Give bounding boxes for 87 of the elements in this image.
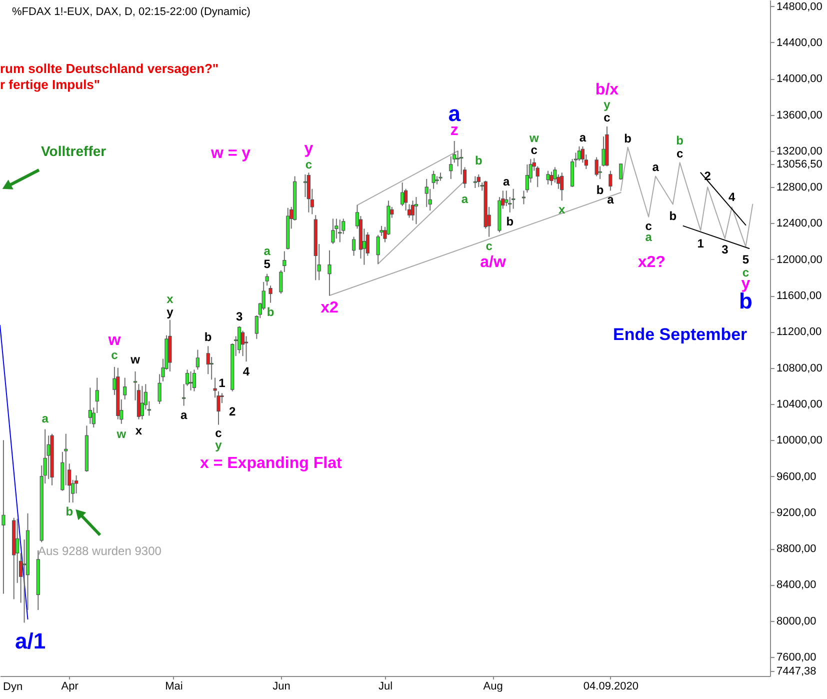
y-tick-label: 11200,00 — [776, 326, 822, 338]
annotation: rum sollte Deutschland versagen?" — [0, 61, 219, 76]
annotation: c — [486, 238, 493, 253]
x-tick-label: Aug — [483, 680, 503, 692]
annotation: y — [604, 98, 611, 112]
y-tick-label: 12000,00 — [776, 254, 822, 266]
text: Dyn — [3, 681, 23, 693]
text: %FDAX 1!-EUX, DAX, D, 02:15-22:00 (Dynamic) — [12, 6, 250, 18]
annotation: a/w — [480, 254, 506, 271]
y-tick-label: 14000,00 — [776, 73, 822, 86]
annotation: Aus 9288 wurden 9300 — [38, 544, 162, 558]
y-tick-label: 12800,00 — [776, 182, 822, 194]
annotation: Volltreffer — [41, 143, 107, 159]
annotation: b — [474, 153, 482, 168]
y-tick-label: 14800,00 — [776, 0, 822, 13]
y-tick-label: 8800,00 — [776, 543, 816, 556]
annotation: b — [669, 209, 677, 224]
annotation: Ende September — [613, 325, 748, 344]
annotation: b — [624, 131, 632, 146]
annotation: c — [111, 348, 118, 362]
annotation: x — [166, 292, 174, 306]
annotation: 2 — [229, 404, 236, 418]
annotation: 5 — [742, 252, 750, 267]
annotation: 4 — [728, 190, 736, 204]
y-tick-label: 9600,00 — [776, 470, 816, 483]
x-tick-label: Jun — [272, 680, 290, 692]
annotation: w — [528, 131, 540, 146]
annotation: x — [135, 423, 142, 438]
annotation: a — [652, 160, 660, 174]
annotation: x — [558, 202, 566, 217]
annotation: 3 — [722, 242, 729, 257]
y-tick-label: 13056,50 — [776, 158, 822, 170]
annotation: a — [264, 244, 271, 258]
annotation: a — [503, 174, 510, 189]
annotation: 3 — [236, 309, 243, 324]
annotation: 4 — [242, 364, 250, 378]
x-tick-label: 04.09.2020 — [583, 680, 638, 692]
x-tick-label: Mai — [165, 680, 183, 692]
y-tick-label: 13200,00 — [776, 145, 822, 158]
annotation: b — [676, 134, 684, 148]
annotation: c — [742, 266, 750, 280]
y-tick-label: 7600,00 — [776, 652, 816, 664]
y-tick-label: 11600,00 — [776, 290, 822, 302]
y-tick-label: 8400,00 — [776, 579, 816, 592]
annotation: a — [579, 130, 586, 144]
y-tick-label: 10400,00 — [776, 398, 822, 410]
annotation: b — [204, 330, 212, 344]
annotation: b — [266, 304, 274, 319]
annotation: r fertige Impuls" — [0, 77, 100, 92]
annotation: x = Expanding Flat — [200, 455, 342, 472]
annotation: a — [42, 411, 49, 426]
annotation: a/1 — [14, 628, 46, 654]
annotation: c — [215, 426, 222, 440]
annotation: a — [607, 192, 614, 207]
y-tick-label: 12400,00 — [776, 218, 822, 230]
annotation: b — [66, 504, 74, 518]
annotation: w — [107, 332, 122, 349]
annotation: c — [676, 146, 684, 161]
annotation: 5 — [264, 256, 271, 271]
y-tick-label: 10800,00 — [776, 362, 822, 374]
annotation: c — [305, 158, 312, 172]
annotation: y — [215, 438, 222, 452]
annotation: c — [530, 143, 538, 158]
annotation: y — [304, 140, 314, 158]
annotation: x2? — [638, 254, 666, 271]
annotation: a — [180, 408, 188, 422]
annotation: b/x — [595, 82, 619, 99]
annotation: w = y — [210, 145, 251, 162]
annotation: 2 — [704, 169, 712, 184]
annotation: 1 — [697, 236, 704, 250]
y-tick-label: 13600,00 — [776, 109, 822, 122]
y-tick-label: 10000,00 — [776, 434, 822, 447]
annotation: b — [506, 214, 514, 228]
annotation: c — [604, 110, 611, 125]
y-tick-label: 14400,00 — [776, 36, 822, 49]
annotation: a — [461, 192, 468, 206]
annotation: w — [130, 352, 141, 366]
annotation: x2 — [320, 300, 339, 317]
annotation: 1 — [218, 376, 226, 390]
annotation: y — [166, 304, 174, 319]
y-tick-label: 8000,00 — [776, 615, 816, 628]
annotation: b — [596, 182, 604, 197]
y-tick-label: 9200,00 — [776, 506, 816, 519]
x-tick-label: Apr — [61, 680, 79, 692]
y-tick-label: 7447,38 — [776, 665, 816, 678]
x-tick-label: Jul — [378, 680, 393, 692]
annotation: w — [116, 426, 127, 441]
